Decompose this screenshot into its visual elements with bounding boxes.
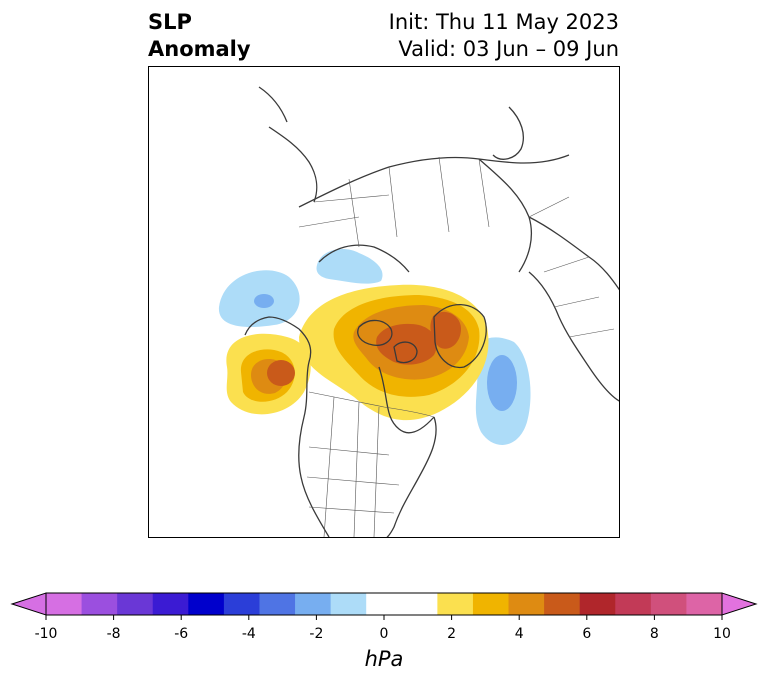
colorbar-segment bbox=[579, 593, 616, 615]
colorbar-tick-label: 10 bbox=[713, 626, 731, 642]
colorbar-tick-label: -10 bbox=[34, 626, 58, 642]
colorbar-tick-label: -8 bbox=[106, 626, 121, 642]
colorbar-segment bbox=[615, 593, 652, 615]
colorbar-tick-label: 2 bbox=[447, 626, 457, 642]
colorbar-segment bbox=[366, 593, 403, 615]
init-date: Init: Thu 11 May 2023 bbox=[388, 10, 619, 34]
negative-anomaly-bering bbox=[218, 270, 300, 328]
title-line-anomaly: Anomaly bbox=[148, 37, 251, 61]
colorbar-tick-label: -6 bbox=[174, 626, 189, 642]
title-line-slp: SLP bbox=[148, 10, 192, 34]
colorbar-segment bbox=[81, 593, 118, 615]
colorbar-segment bbox=[188, 593, 225, 615]
colorbar-segment bbox=[472, 593, 510, 615]
colorbar-unit: hPa bbox=[364, 647, 404, 671]
colorbar bbox=[10, 592, 758, 620]
colorbar-segment bbox=[152, 593, 189, 615]
colorbar-segment bbox=[401, 593, 438, 615]
colorbar-segment bbox=[117, 593, 154, 615]
map-panel bbox=[148, 66, 620, 538]
colorbar-segment bbox=[686, 593, 723, 615]
colorbar-tick-label: -2 bbox=[309, 626, 324, 642]
colorbar-segment bbox=[508, 593, 545, 615]
coastlines bbox=[244, 86, 619, 537]
map-title: SLP Anomaly bbox=[148, 9, 251, 63]
colorbar-tick-label: 8 bbox=[649, 626, 659, 642]
colorbar-segment bbox=[295, 593, 332, 615]
colorbar-segment bbox=[223, 593, 260, 615]
colorbar-tick-label: -4 bbox=[241, 626, 256, 642]
colorbar-tick-label: 4 bbox=[514, 626, 524, 642]
colorbar-segment bbox=[650, 593, 687, 615]
anomaly-map bbox=[218, 86, 619, 537]
negative-anomaly-north-atlantic bbox=[475, 337, 531, 445]
colorbar-segment bbox=[544, 593, 581, 615]
positive-anomaly-northeast-pacific bbox=[226, 333, 311, 415]
colorbar-extend-min bbox=[10, 592, 47, 616]
political-borders bbox=[298, 156, 615, 537]
valid-range: Valid: 03 Jun – 09 Jun bbox=[398, 37, 619, 61]
colorbar-extend-max bbox=[721, 592, 758, 616]
colorbar-segment bbox=[330, 593, 367, 615]
colorbar-segment bbox=[437, 593, 474, 615]
colorbar-segment bbox=[259, 593, 296, 615]
map-dates: Init: Thu 11 May 2023 Valid: 03 Jun – 09… bbox=[389, 9, 619, 63]
colorbar-segments bbox=[46, 593, 723, 615]
colorbar-segment bbox=[46, 593, 83, 615]
negative-anomaly-siberia-coast bbox=[316, 249, 383, 284]
colorbar-tick-label: 6 bbox=[582, 626, 592, 642]
colorbar-tick-label: 0 bbox=[379, 626, 389, 642]
